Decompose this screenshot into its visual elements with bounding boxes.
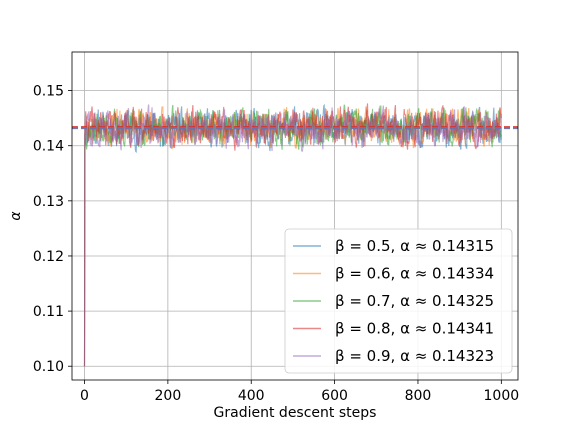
y-axis-label: α [8,211,24,221]
legend-entry: β = 0.9, α ≈ 0.14323 [335,347,494,365]
y-tick-label: 0.13 [33,194,64,210]
legend-box [284,228,513,374]
x-axis-label: Gradient descent steps [214,405,377,421]
y-axis-ticks: 0.10 0.11 0.12 0.13 0.14 0.15 [33,84,72,375]
x-tick-label: 0 [80,388,89,404]
series-line [83,104,502,367]
legend-entry: β = 0.5, α ≈ 0.14315 [335,237,494,255]
reference-lines [72,126,518,130]
y-tick-label: 0.11 [33,304,64,320]
x-tick-label: 600 [321,388,348,404]
x-axis-ticks: 0 200 400 600 800 1000 [80,380,519,404]
legend-entry: β = 0.7, α ≈ 0.14325 [335,292,494,310]
y-tick-label: 0.12 [33,249,64,265]
y-tick-label: 0.10 [33,359,64,375]
legend: β = 0.5, α ≈ 0.14315 β = 0.6, α ≈ 0.14334… [284,228,513,374]
x-tick-label: 800 [405,388,432,404]
legend-entry: β = 0.6, α ≈ 0.14334 [335,265,494,283]
plot-frame [71,51,519,381]
x-tick-label: 200 [155,388,182,404]
y-tick-label: 0.14 [33,139,64,155]
x-tick-label: 1000 [484,388,520,404]
y-tick-label: 0.15 [33,84,64,100]
legend-entry: β = 0.8, α ≈ 0.14341 [335,320,494,338]
x-tick-label: 400 [238,388,265,404]
